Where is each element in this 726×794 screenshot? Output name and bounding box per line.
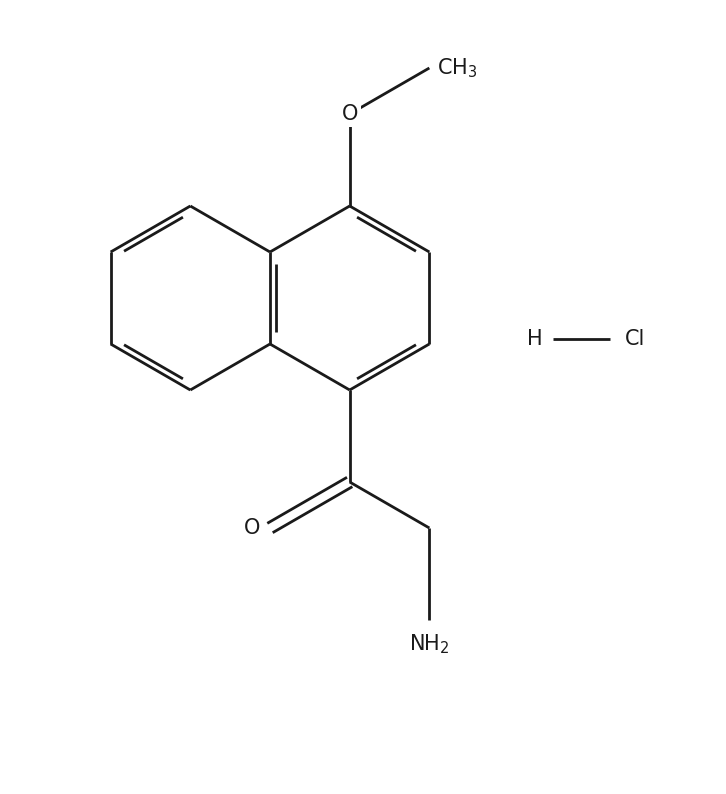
Text: NH$_2$: NH$_2$	[409, 632, 449, 656]
Text: O: O	[341, 104, 358, 124]
Text: O: O	[244, 518, 260, 538]
Text: CH$_3$: CH$_3$	[437, 56, 478, 80]
Text: Cl: Cl	[625, 329, 645, 349]
Text: H: H	[527, 329, 543, 349]
